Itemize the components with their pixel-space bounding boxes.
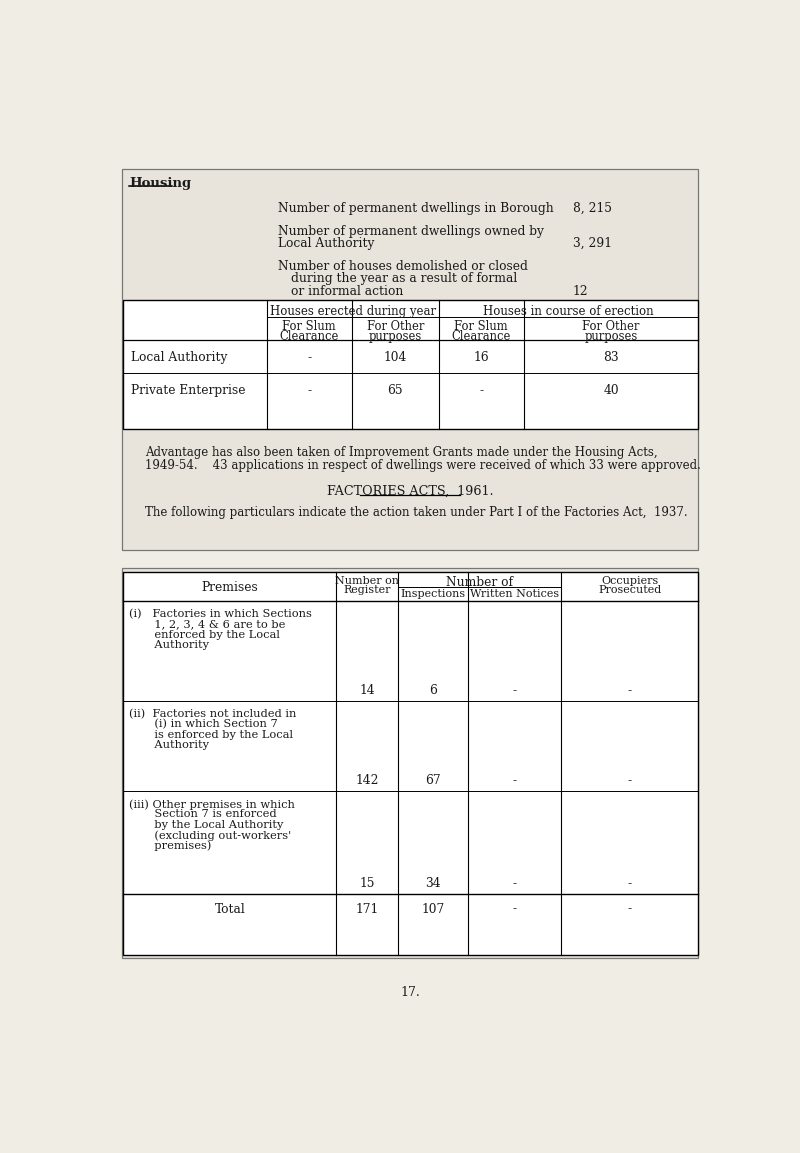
Text: Written Notices: Written Notices [470,589,559,598]
Text: FACTORIES ACTS,  1961.: FACTORIES ACTS, 1961. [326,485,494,498]
Text: purposes: purposes [585,330,638,344]
Text: -: - [307,384,311,397]
Text: -: - [513,684,517,698]
Text: -: - [479,384,483,397]
Text: 34: 34 [426,876,441,890]
Text: Number of houses demolished or closed: Number of houses demolished or closed [278,261,528,273]
Bar [122,568,698,958]
Text: Private Enterprise: Private Enterprise [131,384,246,397]
Text: 142: 142 [356,775,379,787]
Text: 3, 291: 3, 291 [573,236,612,250]
Text: premises): premises) [130,841,212,851]
Text: (ii)  Factories not included in: (ii) Factories not included in [130,709,297,719]
Text: 83: 83 [603,351,619,364]
Text: or informal action: or informal action [291,285,404,297]
Text: For Slum: For Slum [282,321,336,333]
Text: (iii) Other premises in which: (iii) Other premises in which [130,799,295,809]
Text: Local Authority: Local Authority [278,236,374,250]
Text: For Other: For Other [366,321,424,333]
Text: -: - [513,903,517,915]
Text: -: - [628,775,632,787]
Text: 6: 6 [430,684,437,698]
Bar [123,572,698,955]
Text: -: - [628,876,632,890]
Text: is enforced by the Local: is enforced by the Local [130,730,294,740]
Text: by the Local Authority: by the Local Authority [130,820,284,830]
Text: 65: 65 [387,384,403,397]
Text: Total: Total [214,903,245,915]
Text: 16: 16 [474,351,489,364]
Text: -: - [513,775,517,787]
Text: -: - [628,684,632,698]
Text: For Slum: For Slum [454,321,508,333]
Text: Number of permanent dwellings in Borough: Number of permanent dwellings in Borough [278,202,554,214]
Bar [123,300,698,429]
Text: 15: 15 [360,876,375,890]
Text: Number of: Number of [446,575,514,589]
Text: The following particulars indicate the action taken under Part I of the Factorie: The following particulars indicate the a… [145,506,687,519]
Text: Authority: Authority [130,740,210,751]
Text: Houses erected during year: Houses erected during year [270,304,436,318]
Text: Houses in course of erection: Houses in course of erection [483,304,654,318]
Text: Clearance: Clearance [452,330,511,344]
Text: Clearance: Clearance [279,330,339,344]
Text: purposes: purposes [369,330,422,344]
Text: 67: 67 [426,775,441,787]
Text: 40: 40 [603,384,619,397]
Text: Authority: Authority [130,640,210,650]
Text: Housing: Housing [130,176,191,190]
Text: 8, 215: 8, 215 [573,202,612,214]
Text: 107: 107 [422,903,445,915]
Bar [122,169,698,550]
Text: Prosecuted: Prosecuted [598,585,662,595]
Text: (i) in which Section 7: (i) in which Section 7 [130,719,278,730]
Text: 14: 14 [359,684,375,698]
Text: -: - [307,351,311,364]
Text: Local Authority: Local Authority [131,351,227,364]
Text: 171: 171 [356,903,379,915]
Text: enforced by the Local: enforced by the Local [130,630,280,640]
Text: Section 7 is enforced: Section 7 is enforced [130,809,277,820]
Text: 104: 104 [383,351,407,364]
Text: For Other: For Other [582,321,640,333]
Text: during the year as a result of formal: during the year as a result of formal [291,272,518,285]
Text: Register: Register [344,585,391,595]
Text: Number of permanent dwellings owned by: Number of permanent dwellings owned by [278,225,544,238]
Text: 17.: 17. [400,986,420,1000]
Text: 12: 12 [573,285,588,297]
Text: 1949-54.    43 applications in respect of dwellings were received of which 33 we: 1949-54. 43 applications in respect of d… [145,459,701,472]
Text: Inspections: Inspections [401,589,466,598]
Text: (excluding out-workers': (excluding out-workers' [130,830,292,841]
Text: -: - [628,903,632,915]
Text: (i)   Factories in which Sections: (i) Factories in which Sections [130,609,312,619]
Text: Advantage has also been taken of Improvement Grants made under the Housing Acts,: Advantage has also been taken of Improve… [145,446,658,459]
Text: Premises: Premises [202,581,258,594]
Text: Number on: Number on [335,575,399,586]
Text: Occupiers: Occupiers [601,575,658,586]
Text: -: - [513,876,517,890]
Text: 1, 2, 3, 4 & 6 are to be: 1, 2, 3, 4 & 6 are to be [130,619,286,630]
